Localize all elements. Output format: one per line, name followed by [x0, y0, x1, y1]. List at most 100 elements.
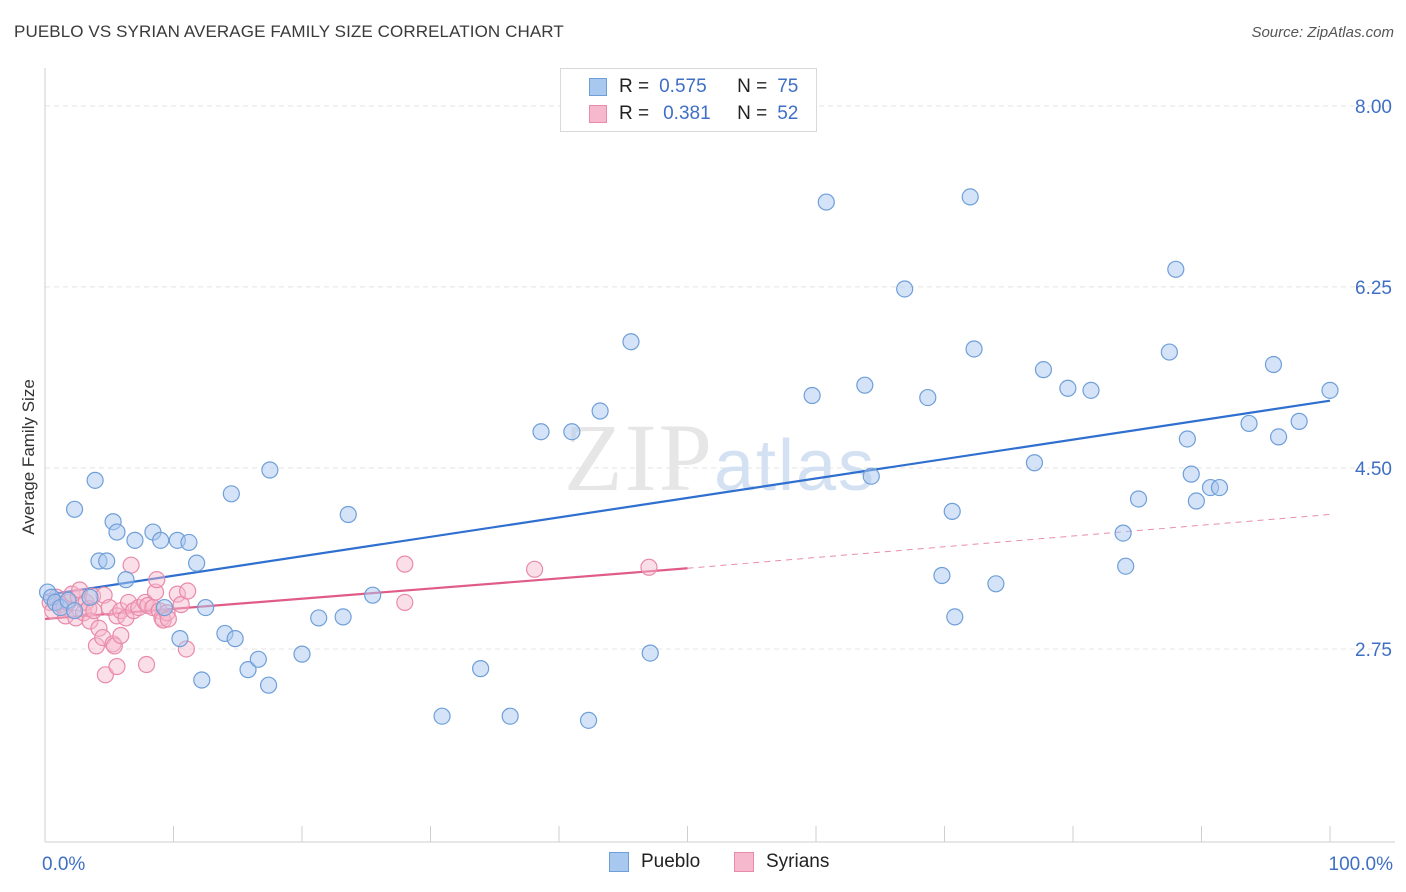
pueblo-point [108, 523, 126, 541]
pueblo-point [1025, 454, 1044, 472]
syrians-point [396, 593, 414, 612]
x-tick-label: 0.0% [42, 854, 85, 875]
syrians-point [119, 593, 138, 612]
pueblo-point [965, 340, 983, 358]
y-tick-label: 6.25 [1355, 278, 1392, 299]
pueblo-point [259, 676, 278, 694]
pueblo-point [1178, 430, 1196, 448]
pueblo-point [862, 467, 880, 485]
syrians-point [148, 571, 166, 589]
pueblo-point [1321, 381, 1339, 399]
pueblo-point [171, 630, 189, 648]
pueblo-point [943, 502, 961, 520]
tick-labels: 2.75 4.50 6.25 8.00 0.0% 100.0% [42, 97, 1393, 875]
syrians-swatch [734, 852, 754, 872]
syrians-trend-extension [687, 513, 1331, 569]
gridlines [45, 105, 1395, 650]
pueblo-point [334, 608, 352, 626]
pueblo-point [197, 598, 215, 617]
legend-r-value: 0.381 [663, 103, 711, 124]
pueblo-point [1059, 379, 1077, 397]
pueblo-swatch [609, 852, 629, 872]
watermark: ZIPatlas [564, 404, 876, 511]
pueblo-point [188, 554, 206, 572]
syrians-point [108, 657, 126, 676]
pueblo-point [293, 645, 311, 663]
pueblo-point [249, 650, 267, 668]
chart-title: PUEBLO VS SYRIAN AVERAGE FAMILY SIZE COR… [14, 22, 564, 41]
pueblo-point [86, 471, 104, 489]
pueblo-trend-line [44, 399, 1331, 597]
legend-pueblo-label: Pueblo [641, 851, 701, 872]
syrians-point [179, 582, 197, 600]
syrians-point [168, 585, 186, 603]
syrians-point [137, 655, 156, 674]
syrians-point [81, 612, 99, 630]
legend-item-syrians[interactable]: Syrians [734, 851, 829, 873]
pueblo-point [987, 575, 1005, 593]
pueblo-point [641, 644, 659, 662]
pueblo-point [339, 505, 357, 524]
y-tick-label: 2.75 [1355, 640, 1392, 661]
correlation-legend: R = 0.575 N = 75 R = 0.381 N = 52 [560, 68, 817, 132]
syrians-points [41, 555, 658, 684]
pueblo-point [152, 531, 170, 549]
x-tick-label: 100.0% [1329, 854, 1394, 875]
source-label: Source: ZipAtlas.com [1251, 24, 1394, 41]
pueblo-point [946, 608, 964, 626]
syrians-point [525, 560, 544, 578]
pueblo-point [433, 707, 451, 725]
syrians-swatch [589, 105, 607, 123]
syrians-point [396, 555, 414, 573]
pueblo-point [501, 707, 519, 725]
pueblo-point [1210, 478, 1229, 497]
pueblo-point [117, 571, 135, 589]
pueblo-point [919, 388, 937, 407]
pueblo-point [591, 402, 609, 420]
pueblo-point [579, 711, 598, 729]
legend-n-value: 75 [777, 76, 799, 97]
pueblo-point [81, 588, 99, 606]
pueblo-point [1187, 492, 1205, 510]
pueblo-point [961, 188, 979, 206]
legend-item-pueblo[interactable]: Pueblo [609, 851, 700, 873]
syrians-point [640, 558, 658, 576]
y-tick-label: 4.50 [1355, 459, 1392, 480]
syrians-point [122, 556, 140, 574]
syrians-point [94, 628, 112, 647]
pueblo-point [180, 533, 198, 552]
pueblo-point [933, 566, 951, 585]
pueblo-point [193, 671, 211, 689]
syrians-point [105, 637, 123, 655]
pueblo-point [239, 661, 257, 679]
pueblo-point [98, 552, 116, 570]
pueblo-point [310, 609, 328, 627]
pueblo-point [1240, 414, 1258, 433]
pueblo-point [1167, 260, 1185, 278]
pueblo-point [1034, 361, 1053, 379]
pueblo-point [1114, 524, 1132, 542]
legend-row-syrians: R = 0.381 N = 52 [561, 101, 798, 127]
y-tick-label: 8.00 [1355, 97, 1392, 118]
syrians-point [96, 666, 114, 684]
legend-n-value: 52 [777, 103, 799, 124]
pueblo-point [364, 586, 382, 604]
pueblo-point [563, 423, 581, 441]
pueblo-point [803, 386, 821, 405]
axes [44, 68, 1395, 843]
pueblo-point [126, 531, 144, 549]
legend-r-label: R = [619, 103, 650, 124]
legend-row-pueblo: R = 0.575 N = 75 [561, 74, 798, 100]
legend-n-label: N = [737, 103, 768, 124]
pueblo-point [1082, 381, 1100, 399]
pueblo-point [65, 500, 84, 518]
pueblo-point [896, 280, 914, 298]
legend-n-label: N = [737, 76, 768, 97]
legend-r-label: R = [619, 76, 650, 97]
pueblo-point [1290, 412, 1308, 430]
pueblo-point [222, 485, 240, 503]
pueblo-point [1264, 355, 1283, 374]
pueblo-point [1117, 557, 1135, 575]
pueblo-point [1160, 343, 1178, 361]
